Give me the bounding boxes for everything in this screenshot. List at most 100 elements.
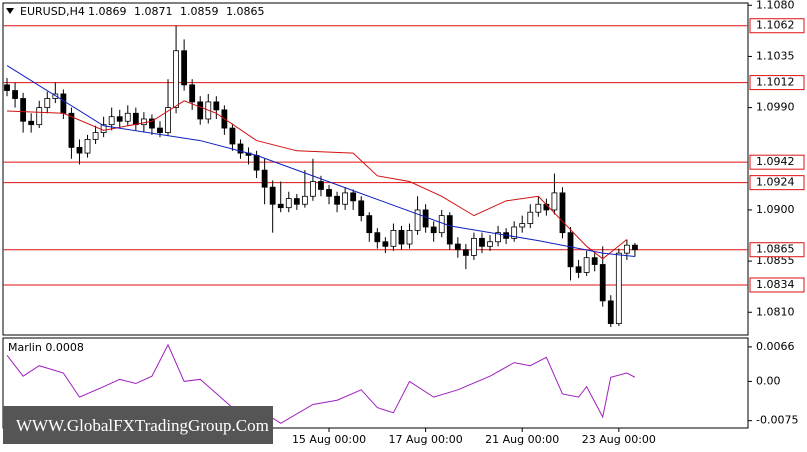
close-value: 1.0865 (226, 5, 265, 18)
level-label-box (749, 75, 805, 91)
y-tick-label: 1.0900 (756, 203, 795, 216)
candle-body (20, 98, 27, 122)
menu-triangle (6, 8, 14, 14)
candle-body (157, 127, 163, 134)
x-tick-label: 17 Aug 00:00 (389, 433, 463, 446)
candle-body (76, 146, 83, 154)
candle-body (358, 200, 365, 217)
level-label: 1.0924 (756, 176, 795, 189)
candle-body (583, 257, 590, 273)
candle-body (334, 195, 340, 205)
y-tick-label: 0.00 (756, 374, 781, 387)
candle-body (132, 112, 139, 126)
y-tick-label: 1.0990 (756, 101, 795, 114)
x-tick-label: 15 Aug 00:00 (292, 433, 366, 446)
candle-body (4, 84, 10, 91)
moving-average (6, 65, 635, 258)
candle-body (382, 241, 389, 247)
candle-body (495, 232, 501, 243)
y-tick-label: -0.0075 (756, 414, 798, 427)
candle-body (140, 118, 147, 126)
candle-body (479, 237, 485, 247)
candle-body (301, 195, 308, 205)
moving-average (7, 100, 628, 260)
candle-body (366, 215, 373, 234)
candle-body (519, 223, 526, 228)
y-tick-label: 1.1080 (756, 0, 795, 11)
candle-body (430, 226, 437, 234)
candle-body (92, 132, 99, 140)
candle-body (165, 107, 171, 134)
candle-body (607, 300, 614, 325)
candle-body (567, 232, 574, 268)
candle-body (599, 264, 606, 302)
candle-body (342, 192, 349, 205)
candle-body (318, 181, 324, 190)
candle-body (261, 169, 268, 188)
candle-body (60, 93, 67, 114)
candle-body (100, 124, 107, 134)
high-value: 1.0871 (134, 5, 173, 18)
candle-body (406, 229, 413, 245)
candle-body (511, 226, 518, 239)
candle-body (12, 90, 18, 99)
candle-body (310, 181, 316, 197)
candle-body (551, 192, 558, 211)
low-value: 1.0859 (180, 5, 219, 18)
candle-body (149, 118, 155, 129)
candle-body (535, 203, 542, 213)
chart-title: EURUSD,H4 (20, 5, 85, 18)
candle-body (559, 192, 566, 234)
candle-body (462, 249, 469, 256)
y-tick-label: 1.0855 (756, 254, 795, 267)
candle-body (293, 198, 300, 205)
oscillator-panel (2, 337, 749, 429)
candle-body (591, 257, 598, 265)
level-label: 1.1012 (756, 76, 795, 89)
level-label-box (749, 277, 805, 293)
x-tick-label: 21 Aug 00:00 (485, 433, 559, 446)
level-label-box (749, 242, 805, 258)
candle-body (285, 198, 292, 209)
candle-body (487, 241, 493, 247)
candle-body (213, 101, 220, 111)
candle-body (390, 229, 397, 247)
candle-body (44, 98, 51, 109)
candle-body (108, 116, 115, 126)
y-tick-label: 0.0066 (756, 340, 795, 353)
candle-body (84, 139, 91, 154)
level-label: 1.0942 (756, 155, 795, 168)
candle-body (527, 211, 534, 224)
level-label-box (749, 154, 805, 170)
oscillator-line (6, 343, 636, 424)
candle-body (36, 107, 43, 126)
level-label-box (749, 18, 805, 34)
candle-body (414, 209, 421, 231)
candle-body (615, 252, 622, 325)
candle-body (632, 244, 638, 251)
candle-body (446, 215, 453, 245)
watermark: WWW.GlobalFXTradingGroup.Com (16, 416, 269, 435)
candle-body (253, 154, 260, 171)
level-label: 1.0834 (756, 278, 795, 291)
candle-body (374, 232, 381, 243)
candle-body (350, 192, 357, 202)
candle-body (237, 143, 244, 154)
candle-body (471, 237, 477, 256)
candle-body (197, 101, 204, 120)
candle-body (398, 229, 405, 245)
price-panel (2, 2, 749, 336)
candle-body (173, 50, 179, 109)
candle-body (623, 244, 630, 254)
open-value: 1.0869 (88, 5, 127, 18)
candle-body (28, 120, 35, 126)
candle-body (124, 112, 131, 122)
x-tick-label: 23 Aug 00:00 (582, 433, 656, 446)
candle-body (269, 186, 276, 205)
oscillator-title: Marlin 0.0008 (8, 341, 84, 354)
candle-body (68, 112, 75, 148)
candle-body (438, 215, 445, 234)
y-tick-label: 1.1035 (756, 49, 795, 62)
